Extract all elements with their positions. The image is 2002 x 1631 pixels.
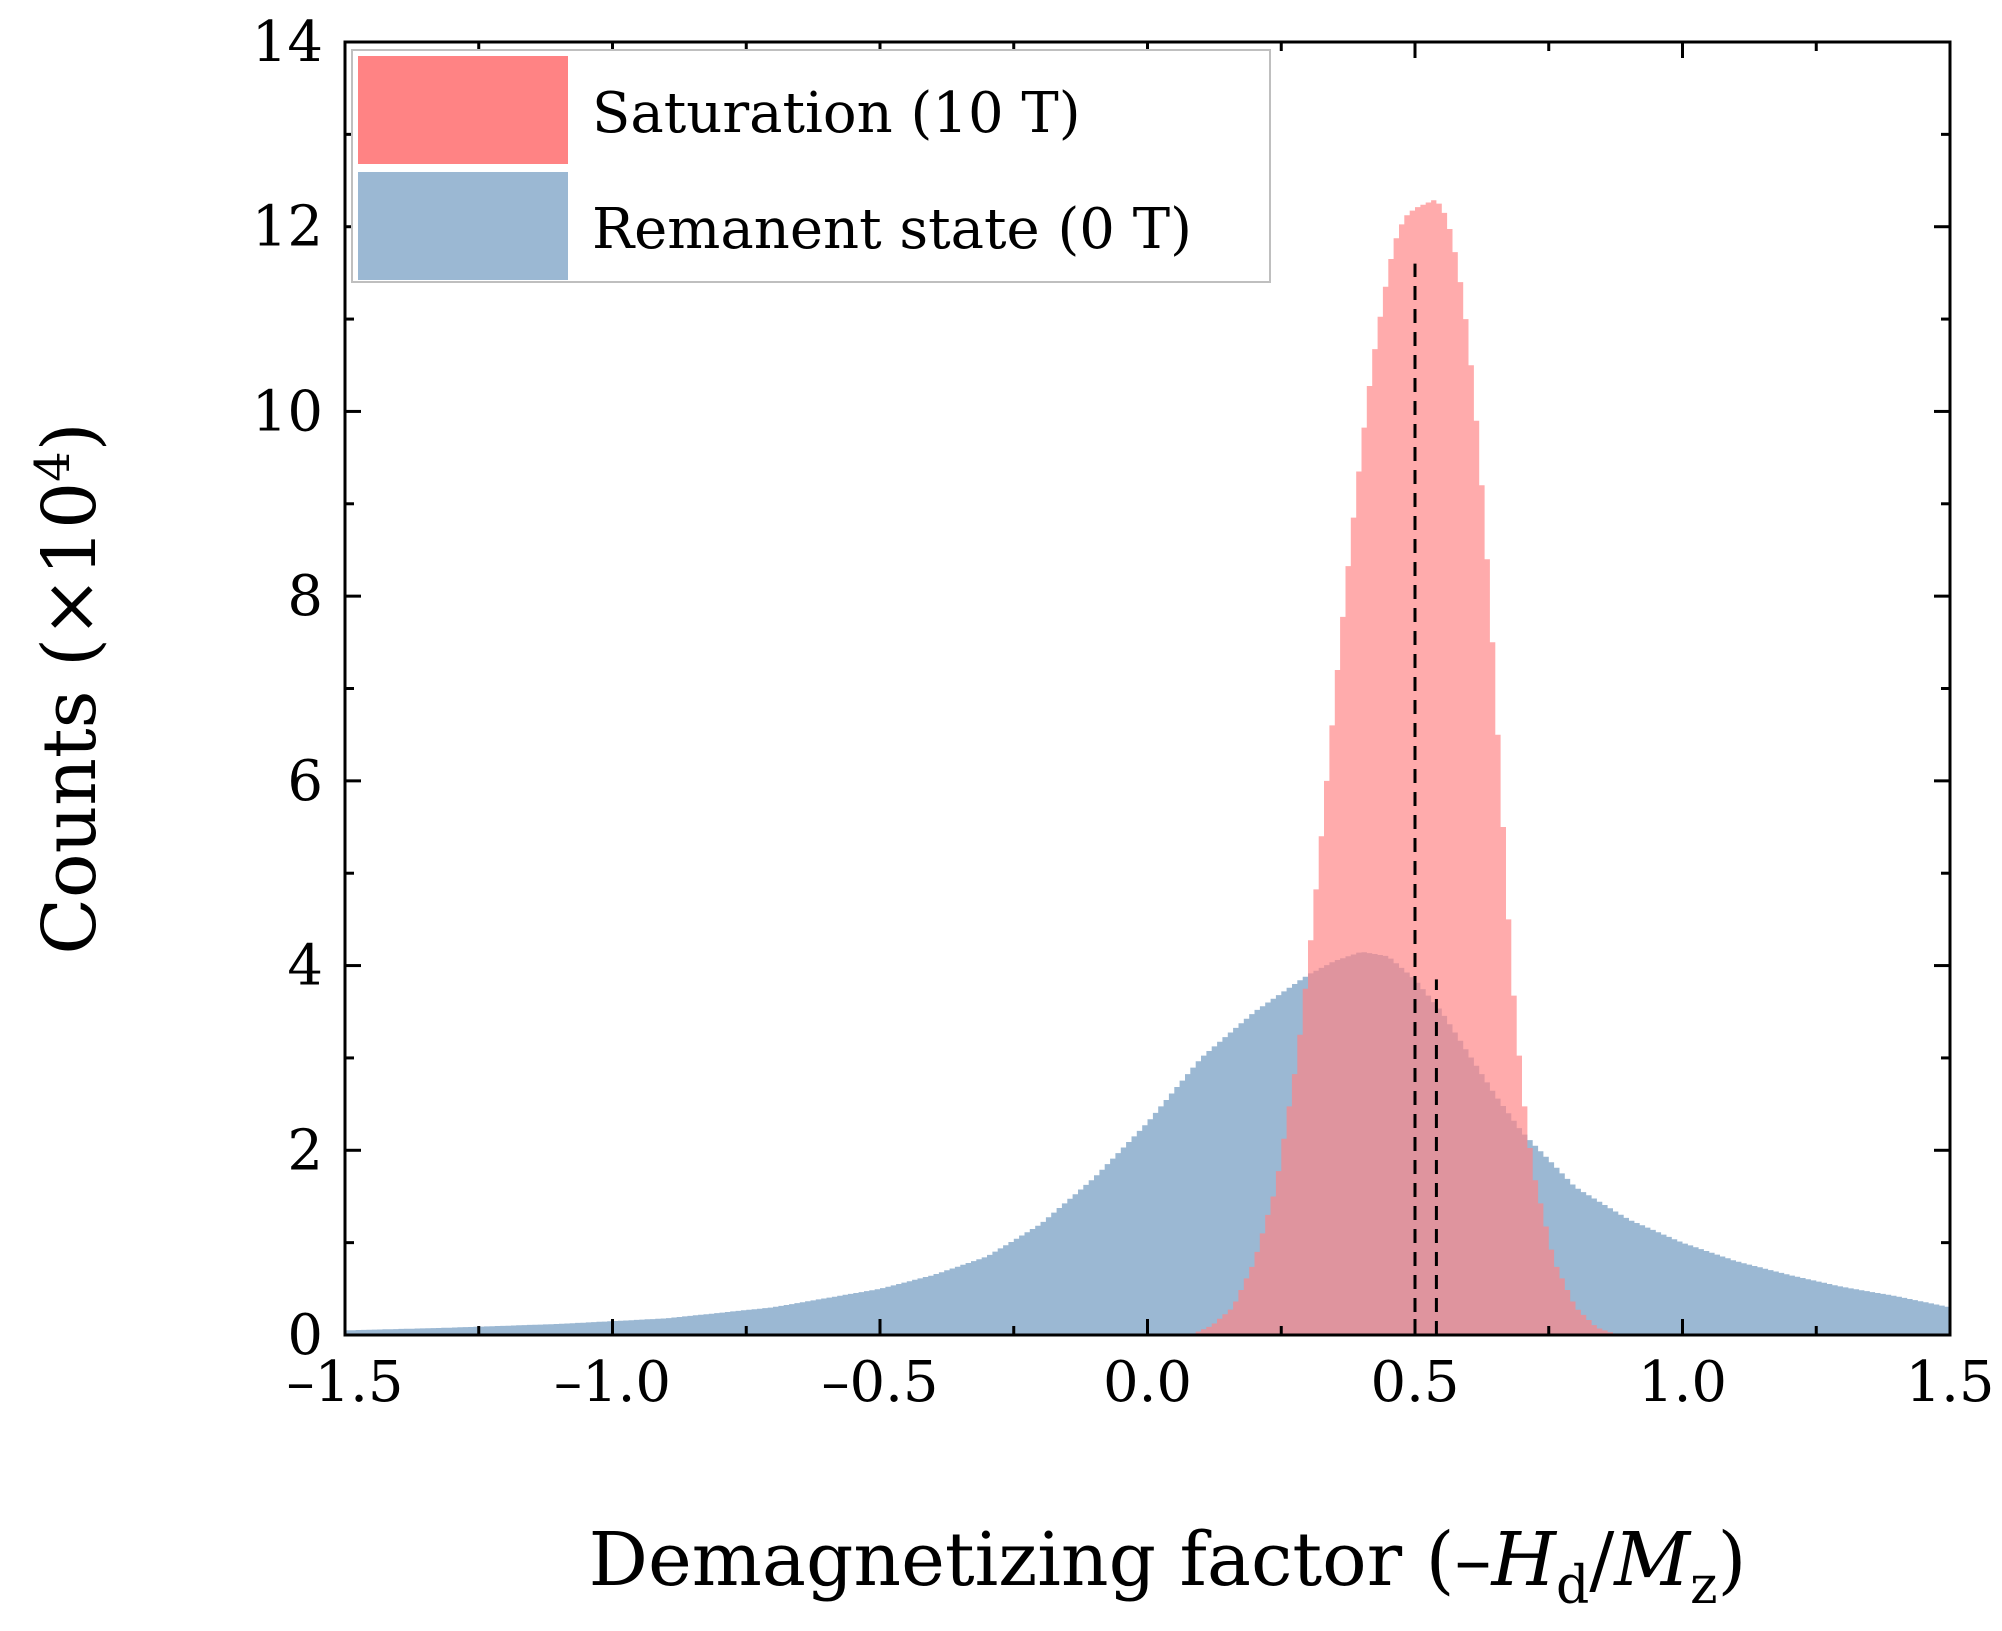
x-tick-label: 0.0 [1103,1350,1192,1415]
series-layer [345,200,1950,1336]
axis-ticks: –1.5 –1.0 –0.5 0.0 0.5 1.0 1.5 0 2 4 6 8 10 12 14 [252,10,1995,1415]
x-axis-title-suffix: ) [1717,1517,1746,1603]
x-axis-title-var1: H [1490,1517,1558,1603]
y-tick-label: 8 [287,564,323,629]
y-tick-label: 12 [252,195,323,260]
legend-entry-saturation-10-t: Saturation (10 T) [358,56,1081,164]
x-axis-title: Demagnetizing factor (–Hd/Mz) [589,1517,1747,1616]
legend-swatch [358,56,568,164]
y-axis-title: Counts (×104) [25,422,113,954]
x-tick-label: –0.5 [821,1350,938,1415]
series-area-remanent-state-0-t [345,952,1950,1335]
x-axis-title-sub1: d [1556,1556,1589,1616]
x-tick-label: 1.5 [1905,1350,1994,1415]
y-tick-label: 6 [287,749,323,814]
series-area-saturation-10-t [1190,200,1619,1336]
x-tick-label: –1.5 [286,1350,403,1415]
y-tick-label: 2 [287,1118,323,1183]
x-tick-label: 1.0 [1638,1350,1727,1415]
dashed-lines [1413,263,1438,1335]
x-tick-label: –1.0 [554,1350,671,1415]
x-axis-title-slash: / [1589,1517,1614,1603]
legend: Saturation (10 T) Remanent state (0 T) [351,49,1271,283]
y-axis-title-sup: 4 [25,451,81,482]
x-tick-label: 0.5 [1370,1350,1459,1415]
y-tick-label: 10 [252,379,323,444]
y-axis-title-text: Counts (×10 [27,482,113,955]
x-axis-title-sub2: z [1690,1556,1717,1616]
series-remanent-state-0-t [345,952,1950,1335]
y-tick-label: 4 [287,934,323,999]
legend-label: Saturation (10 T) [592,81,1081,146]
legend-entry-remanent-state-0-t: Remanent state (0 T) [358,172,1192,280]
series-saturation-10-t [1190,200,1619,1336]
x-axis-title-var2: M [1612,1517,1692,1603]
y-tick-label: 14 [252,10,323,75]
y-tick-label: 0 [287,1303,323,1368]
y-axis-title-suffix: ) [27,422,113,451]
legend-swatch [358,172,568,280]
legend-label: Remanent state (0 T) [592,197,1192,262]
x-axis-title-prefix: Demagnetizing factor (– [589,1517,1492,1603]
